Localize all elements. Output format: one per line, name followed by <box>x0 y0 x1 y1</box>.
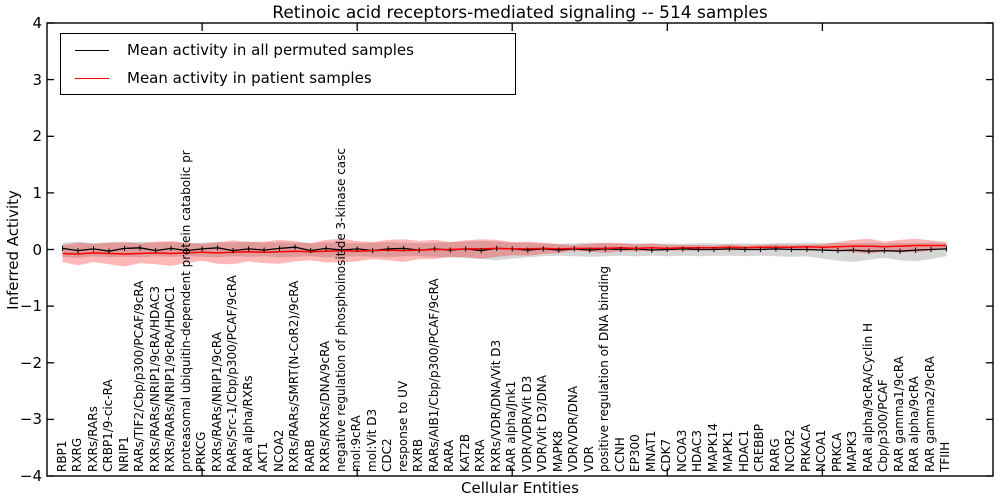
x-tick-label: PRKACA <box>798 424 813 472</box>
x-tick-label: RXRs/VDR/DNA/Vit D3 <box>488 339 503 472</box>
x-tick-label: response to UV <box>395 380 410 472</box>
x-tick-label: CREBBP <box>752 424 767 472</box>
x-tick-label: mol:9cRA <box>349 415 364 472</box>
y-tick-label: 2 <box>32 127 42 146</box>
x-tick-label: CDC2 <box>380 438 395 472</box>
x-tick-label: negative regulation of phosphoinositide … <box>333 148 348 472</box>
band-patient <box>62 238 947 267</box>
x-tick-label: VDR <box>581 446 596 472</box>
x-tick-label: MAPK1 <box>721 430 736 472</box>
x-tick-label: MAPK8 <box>550 430 565 472</box>
x-tick-label: RXRs/RXRs/DNA/9cRA <box>318 340 333 472</box>
x-tick-label: RXRs/RARs/NRIP1/9cRA <box>209 332 224 472</box>
x-tick-label: VDR/Vit D3/DNA <box>535 375 550 472</box>
x-tick-label: RARs/AIB1/Cbp/p300/PCAF/9cRA <box>426 278 441 472</box>
x-tick-label: MAPK14 <box>705 423 720 472</box>
x-tick-label: RBP1 <box>54 440 69 472</box>
legend-label-permuted: Mean activity in all permuted samples <box>127 41 414 59</box>
x-tick-label: RAR alpha/RXRs <box>240 375 255 472</box>
x-tick-label: HDAC3 <box>690 429 705 472</box>
x-tick-label: RXRs/RARs/SMRT(N-CoR2)/9cRA <box>287 280 302 472</box>
x-tick-label: EP300 <box>628 434 643 472</box>
x-tick-label: RAR gamma1/9cRA <box>891 356 906 472</box>
x-tick-label: RAR gamma2/9cRA <box>922 356 937 472</box>
x-tick-label: KAT2B <box>457 433 472 472</box>
legend: Mean activity in all permuted samples Me… <box>60 33 516 95</box>
x-tick-label: RXRB <box>411 438 426 472</box>
x-axis-label: Cellular Entities <box>461 479 579 497</box>
x-tick-label: CDK7 <box>659 438 674 472</box>
y-tick-label: −2 <box>19 353 42 372</box>
x-tick-label: PRKCG <box>194 431 209 472</box>
x-tick-label: HDAC1 <box>736 429 751 472</box>
x-tick-label: NCOR2 <box>783 429 798 472</box>
x-tick-label: RXRs/RARs <box>85 406 100 472</box>
y-tick-label: 3 <box>32 70 42 89</box>
y-tick-label: 0 <box>32 240 42 259</box>
x-tick-label: RARs/TIF2/Cbp/p300/PCAF/9cRA <box>132 280 147 472</box>
x-tick-label: RXRs/RARs/NRIP1/9cRA/HDAC1 <box>163 285 178 472</box>
x-tick-label: RARG <box>767 438 782 472</box>
x-tick-label: PRKCA <box>829 432 844 472</box>
x-tick-label: CRBP1/9-cic-RA <box>101 379 116 472</box>
x-tick-label: Cbp/p300/PCAF <box>876 379 891 472</box>
x-tick-label: NRIP1 <box>116 436 131 472</box>
x-tick-label: RXRA <box>473 439 488 472</box>
x-tick-label: RAR alpha/9cRA <box>907 376 922 472</box>
x-tick-label: VDR/VDR/Vit D3 <box>519 375 534 472</box>
x-tick-label: RAR alpha/Jnk1 <box>504 380 519 472</box>
x-tick-label: NCOA2 <box>271 429 286 472</box>
x-tick-label: mol:Vit D3 <box>364 408 379 472</box>
x-tick-label: CCNH <box>612 437 627 472</box>
legend-line-patient-icon <box>75 77 109 79</box>
line-patient <box>62 244 947 255</box>
x-tick-label: RARB <box>302 439 317 472</box>
legend-item-permuted: Mean activity in all permuted samples <box>61 37 515 63</box>
x-tick-label: RXRG <box>70 437 85 472</box>
x-tick-label: NCOA3 <box>674 429 689 472</box>
legend-label-patient: Mean activity in patient samples <box>127 69 372 87</box>
y-tick-label: −3 <box>19 410 42 429</box>
x-tick-label: RARA <box>442 439 457 472</box>
y-tick-label: −1 <box>19 297 42 316</box>
x-tick-label: VDR/VDR/DNA <box>566 385 581 472</box>
y-tick-label: 4 <box>32 14 42 32</box>
x-tick-label: AKT1 <box>256 441 271 472</box>
chart-title: Retinoic acid receptors-mediated signali… <box>272 3 768 23</box>
y-tick-label: −4 <box>19 467 42 485</box>
x-tick-label: RXRs/RARs/NRIP1/9cRA/HDAC3 <box>147 285 162 472</box>
y-tick-label: 1 <box>32 183 42 202</box>
x-tick-label: proteasomal ubiquitin-dependent protein … <box>178 150 193 472</box>
x-tick-label: RAR alpha/9cRA/Cyclin H <box>860 322 875 472</box>
x-tick-label: TFIIH <box>938 441 953 472</box>
x-tick-label: MAPK3 <box>845 430 860 472</box>
x-tick-label: NCOA1 <box>814 429 829 472</box>
x-tick-label: positive regulation of DNA binding <box>597 266 612 472</box>
x-tick-label: MNAT1 <box>643 430 658 472</box>
legend-line-permuted-icon <box>75 49 109 51</box>
legend-item-patient: Mean activity in patient samples <box>61 65 515 91</box>
x-tick-label: RARs/Src-1/Cbp/p300/PCAF/9cRA <box>225 275 240 472</box>
band-permuted <box>62 241 947 262</box>
